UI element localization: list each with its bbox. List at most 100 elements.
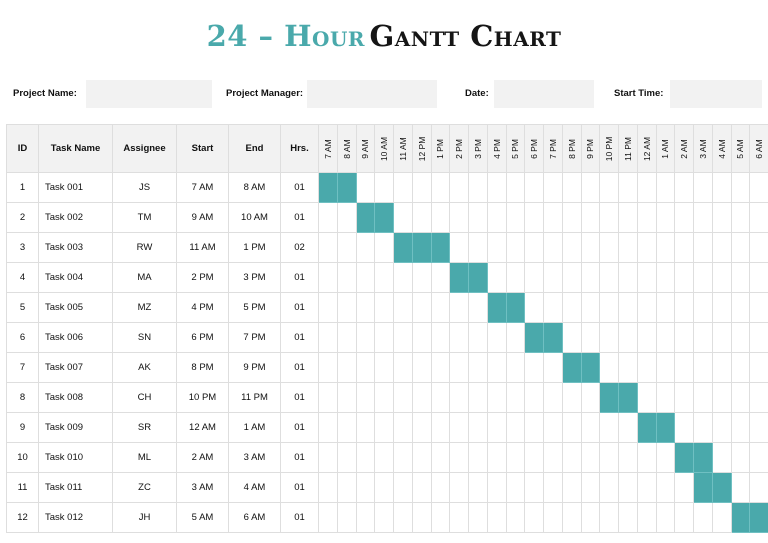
timeline-cell xyxy=(730,202,751,233)
start-time-field[interactable] xyxy=(670,80,762,108)
timeline-cell xyxy=(655,172,676,203)
task-id: 11 xyxy=(6,472,39,503)
timeline-cell xyxy=(355,352,376,383)
project-manager-field[interactable] xyxy=(307,80,437,108)
timeline-cell xyxy=(318,472,338,503)
timeline-cell xyxy=(486,352,507,383)
col-header-hrs: Hrs. xyxy=(280,124,319,173)
timeline-cell xyxy=(505,352,526,383)
timeline-cell xyxy=(468,412,488,443)
timeline-cell xyxy=(561,412,582,443)
timeline-cell xyxy=(543,352,563,383)
timeline-cell xyxy=(524,502,544,533)
timeline-cell xyxy=(580,262,601,293)
timeline-cell xyxy=(730,172,751,203)
timeline-cell xyxy=(336,442,357,473)
timeline-cell xyxy=(430,262,451,293)
timeline-cell xyxy=(543,202,563,233)
timeline-cell xyxy=(393,412,413,443)
timeline-cell xyxy=(655,382,676,413)
timeline-cell xyxy=(505,322,526,353)
timeline-cell xyxy=(318,322,338,353)
timeline-cell xyxy=(711,502,732,533)
timeline-cell xyxy=(599,502,619,533)
timeline-cell xyxy=(693,202,713,233)
timeline-cell xyxy=(711,202,732,233)
task-end: 8 AM xyxy=(228,172,281,203)
gantt-bar-cell xyxy=(411,232,432,263)
timeline-cell xyxy=(749,262,768,293)
gantt-bar-cell xyxy=(561,352,582,383)
task-end: 9 PM xyxy=(228,352,281,383)
table-row: 9 Task 009 SR 12 AM 1 AM 01 xyxy=(6,412,768,443)
project-info-bar: Project Name: Project Manager: Date: Sta… xyxy=(0,80,768,108)
timeline-cell xyxy=(486,502,507,533)
col-header-id: ID xyxy=(6,124,39,173)
timeline-cell xyxy=(580,442,601,473)
timeline-cell xyxy=(318,292,338,323)
task-id: 7 xyxy=(6,352,39,383)
timeline-cell xyxy=(505,412,526,443)
timeline-cell xyxy=(749,292,768,323)
timeline-cell xyxy=(561,292,582,323)
timeline-cell xyxy=(486,172,507,203)
timeline-cell xyxy=(749,322,768,353)
task-assignee: ZC xyxy=(112,472,177,503)
task-end: 1 AM xyxy=(228,412,281,443)
task-name: Task 007 xyxy=(38,352,113,383)
timeline-cell xyxy=(599,472,619,503)
task-name: Task 001 xyxy=(38,172,113,203)
task-hrs: 01 xyxy=(280,412,319,443)
project-name-label: Project Name: xyxy=(13,88,77,99)
hour-header: 7 AM xyxy=(318,124,338,173)
timeline-cell xyxy=(599,412,619,443)
gantt-bar-cell xyxy=(430,232,451,263)
timeline-cell xyxy=(393,442,413,473)
task-hrs: 01 xyxy=(280,502,319,533)
task-end: 5 PM xyxy=(228,292,281,323)
timeline-cell xyxy=(449,292,469,323)
timeline-cell xyxy=(599,172,619,203)
timeline-cell xyxy=(618,172,638,203)
timeline-cell xyxy=(636,322,657,353)
hour-header-label: 7 PM xyxy=(547,138,558,159)
timeline-cell xyxy=(599,292,619,323)
task-name: Task 004 xyxy=(38,262,113,293)
gantt-bar-cell xyxy=(374,202,394,233)
timeline-cell xyxy=(505,232,526,263)
table-row: 5 Task 005 MZ 4 PM 5 PM 01 xyxy=(6,292,768,323)
timeline-cell xyxy=(674,352,694,383)
timeline-cell xyxy=(430,412,451,443)
timeline-cell xyxy=(374,322,394,353)
timeline-cell xyxy=(580,382,601,413)
timeline-cell xyxy=(486,442,507,473)
timeline-cell xyxy=(411,262,432,293)
timeline-cell xyxy=(411,442,432,473)
timeline-cell xyxy=(374,442,394,473)
gantt-bar-cell xyxy=(730,502,751,533)
timeline-cell xyxy=(486,322,507,353)
timeline-cell xyxy=(468,382,488,413)
hour-header-label: 10 AM xyxy=(379,136,390,161)
timeline-cell xyxy=(374,352,394,383)
timeline-cell xyxy=(730,322,751,353)
project-manager-label: Project Manager: xyxy=(226,88,304,99)
timeline-cell xyxy=(618,352,638,383)
timeline-cell xyxy=(543,412,563,443)
timeline-cell xyxy=(636,202,657,233)
timeline-cell xyxy=(505,172,526,203)
timeline-cell xyxy=(449,442,469,473)
timeline-cell xyxy=(636,442,657,473)
timeline-cell xyxy=(599,442,619,473)
timeline-cell xyxy=(543,472,563,503)
timeline-cell xyxy=(561,172,582,203)
project-name-field[interactable] xyxy=(86,80,212,108)
task-hrs: 01 xyxy=(280,322,319,353)
task-assignee: MZ xyxy=(112,292,177,323)
timeline-cell xyxy=(411,382,432,413)
date-field[interactable] xyxy=(494,80,594,108)
task-end: 3 PM xyxy=(228,262,281,293)
timeline-cell xyxy=(374,472,394,503)
timeline-cell xyxy=(355,292,376,323)
timeline-cell xyxy=(524,382,544,413)
